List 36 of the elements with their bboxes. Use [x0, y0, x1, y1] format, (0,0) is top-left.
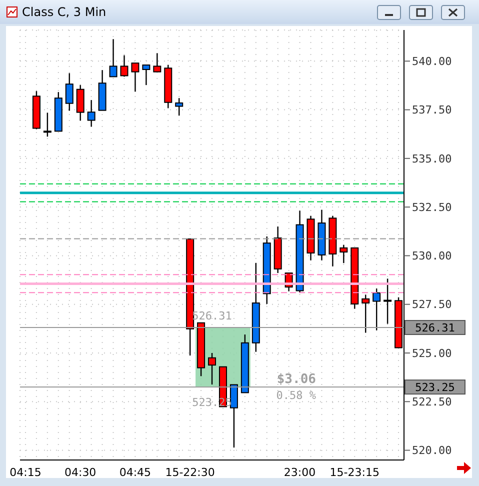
x-tick-label: 04:30	[64, 466, 96, 479]
y-tick-label: 537.50	[412, 104, 452, 117]
candlestick	[384, 278, 392, 324]
candlestick	[120, 54, 128, 78]
candlestick	[87, 99, 96, 128]
ref-line-label: 526.31	[415, 322, 455, 334]
y-tick-label: 527.50	[412, 298, 452, 312]
candlestick	[131, 62, 140, 92]
y-tick-label: 522.50	[412, 396, 452, 409]
y-tick-label: 530.00	[412, 250, 452, 263]
candlestick	[230, 384, 238, 448]
y-tick-label: 525.00	[412, 346, 452, 360]
y-tick-label: 535.00	[412, 152, 452, 166]
candlestick	[208, 352, 216, 386]
x-tick-label: 04:45	[119, 466, 152, 479]
candlestick	[362, 294, 370, 334]
chart-title: Class C, 3 Min	[22, 5, 106, 19]
x-tick-label: 15-23:15	[330, 466, 380, 479]
annotation: 0.58 %	[275, 389, 316, 402]
candlestick	[175, 98, 184, 116]
x-tick-label: 15-22:30	[165, 466, 215, 479]
candlestick	[142, 64, 150, 86]
candlestick	[65, 72, 74, 112]
y-tick-label: 540.00	[412, 55, 452, 68]
candlestick	[109, 38, 118, 78]
candlestick	[340, 244, 348, 264]
candlestick	[153, 52, 162, 72]
x-tick-label: 23:00	[284, 466, 316, 479]
y-tick-label: 532.50	[412, 200, 452, 214]
x-tick-label: 04:15	[10, 466, 42, 479]
annotation: $3.06	[276, 372, 316, 387]
candlestick	[372, 288, 381, 331]
candlestick	[43, 112, 52, 138]
ref-line-label: 523.25	[415, 381, 455, 394]
y-tick-label: 520.00	[412, 444, 452, 458]
candlestick	[76, 84, 84, 122]
